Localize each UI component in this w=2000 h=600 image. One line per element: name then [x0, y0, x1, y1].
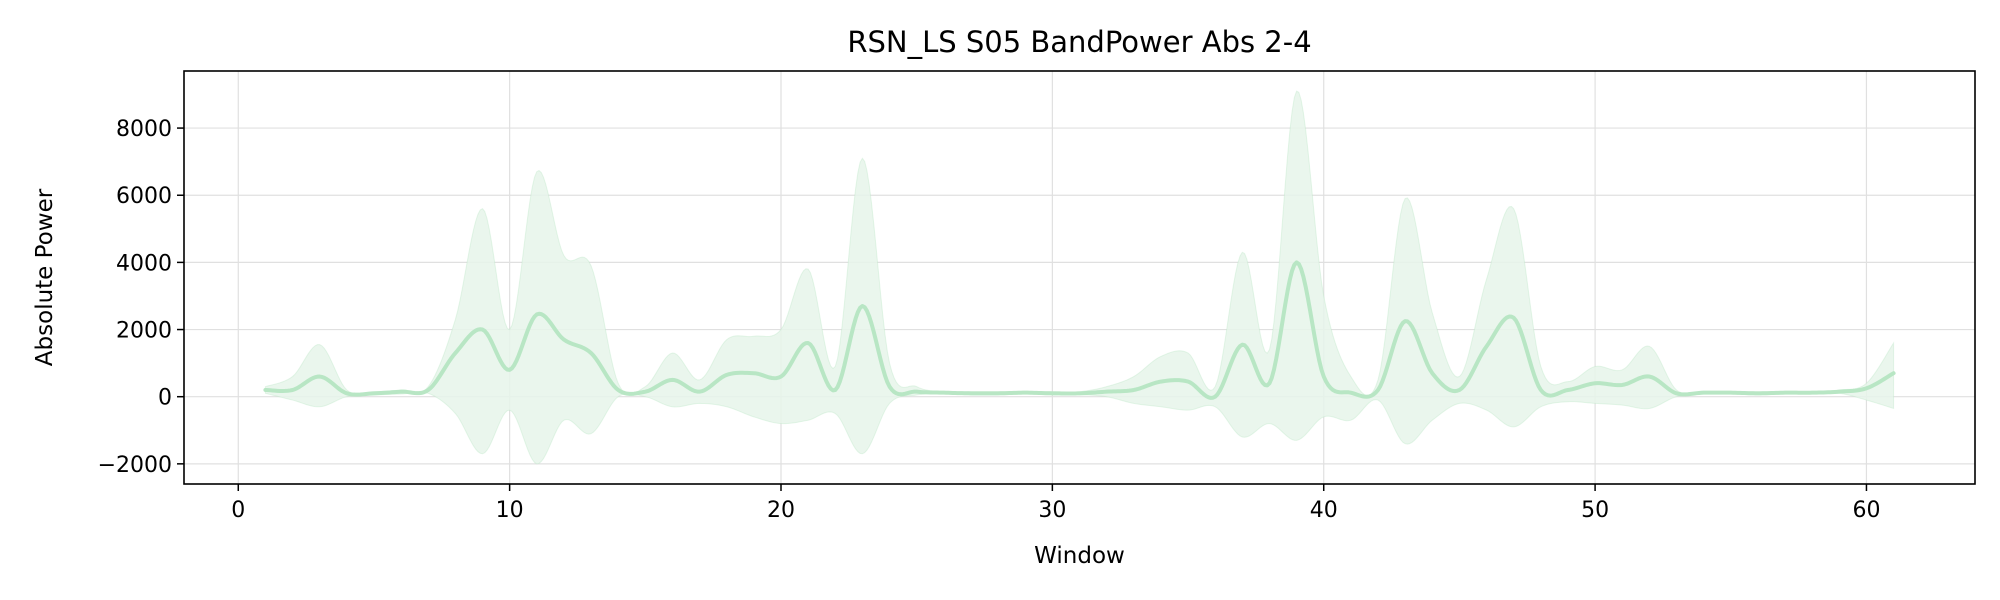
data-point	[1375, 387, 1381, 393]
y-tick-label: 4000	[116, 251, 172, 276]
data-point	[1429, 370, 1435, 376]
y-tick-label: 8000	[116, 117, 172, 142]
data-point	[1538, 387, 1544, 393]
data-point	[669, 377, 675, 383]
data-point	[1728, 390, 1734, 396]
data-point	[1321, 374, 1327, 380]
data-point	[968, 390, 974, 396]
plot-frame	[183, 70, 1976, 485]
data-point	[290, 387, 296, 393]
x-tick-label: 10	[496, 498, 524, 523]
data-point	[371, 390, 377, 396]
mean-line-group	[262, 259, 1897, 400]
data-point	[1565, 387, 1571, 393]
x-axis-ticks: 0 10 20 30 40 50 60	[231, 484, 1880, 523]
data-point	[697, 389, 703, 395]
y-tick-label: 0	[158, 386, 172, 411]
data-point	[1402, 318, 1408, 324]
data-point	[1077, 390, 1083, 396]
data-point	[1511, 315, 1517, 321]
confidence-band-group	[264, 90, 1895, 465]
data-point	[1456, 387, 1462, 393]
data-point	[995, 390, 1001, 396]
chart-title: RSN_LS S05 BandPower Abs 2-4	[847, 25, 1311, 59]
data-point	[317, 374, 323, 380]
data-point	[398, 389, 404, 395]
data-point	[1104, 389, 1110, 395]
y-tick-label: −2000	[98, 453, 172, 478]
data-point	[1809, 390, 1815, 396]
data-point	[941, 390, 947, 396]
data-point	[452, 350, 458, 356]
data-point	[1212, 394, 1218, 400]
x-tick-label: 60	[1852, 498, 1880, 523]
data-point	[534, 311, 540, 317]
data-point	[480, 327, 486, 333]
data-point	[1782, 390, 1788, 396]
data-point	[1484, 343, 1490, 349]
data-point	[859, 303, 865, 309]
data-point	[1294, 259, 1300, 265]
x-axis-title: Window	[1034, 543, 1125, 569]
data-point	[1619, 382, 1625, 388]
x-tick-label: 40	[1310, 498, 1338, 523]
data-point	[1022, 390, 1028, 396]
data-point	[615, 387, 621, 393]
data-point	[1239, 342, 1245, 348]
data-point	[1836, 389, 1842, 395]
data-point	[914, 389, 920, 395]
data-point	[642, 389, 648, 395]
data-point	[1592, 380, 1598, 386]
y-axis-ticks: −2000 0 2000 4000 6000 8000	[98, 117, 184, 478]
data-point	[724, 372, 730, 378]
data-point	[805, 340, 811, 346]
confidence-band	[264, 90, 1895, 465]
data-point	[344, 390, 350, 396]
data-point	[1755, 390, 1761, 396]
mean-line	[263, 260, 1896, 400]
data-point	[1185, 379, 1191, 385]
x-tick-label: 50	[1581, 498, 1609, 523]
data-point	[425, 387, 431, 393]
x-tick-label: 0	[231, 498, 245, 523]
x-tick-label: 20	[767, 498, 795, 523]
data-point	[588, 350, 594, 356]
data-point	[778, 374, 784, 380]
data-point	[1701, 390, 1707, 396]
y-tick-label: 6000	[116, 184, 172, 209]
data-point	[1158, 379, 1164, 385]
x-tick-label: 30	[1038, 498, 1066, 523]
data-point	[1266, 380, 1272, 386]
data-point	[1049, 390, 1055, 396]
data-point	[832, 387, 838, 393]
data-point	[262, 387, 268, 393]
data-point	[1891, 370, 1897, 376]
data-point	[1646, 374, 1652, 380]
data-point	[1863, 385, 1869, 391]
y-tick-label: 2000	[116, 319, 172, 344]
data-point	[751, 370, 757, 376]
data-point	[887, 384, 893, 390]
data-point	[1348, 390, 1354, 396]
data-point	[561, 337, 567, 343]
data-point	[1131, 387, 1137, 393]
data-point	[507, 367, 513, 373]
y-axis-title: Absolute Power	[32, 188, 58, 366]
data-point	[1674, 390, 1680, 396]
